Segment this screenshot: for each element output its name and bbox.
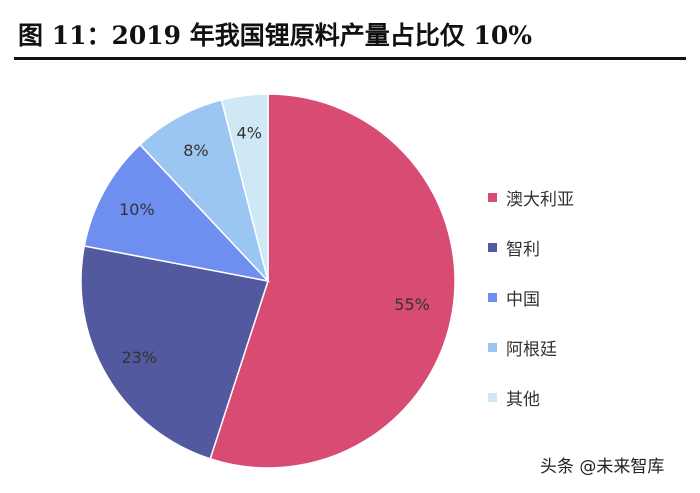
legend-item: 中国 [488, 272, 574, 322]
slice-label: 55% [394, 295, 430, 314]
legend-item: 澳大利亚 [488, 172, 574, 222]
legend-label: 智利 [506, 239, 540, 260]
pie-slice [209, 93, 456, 469]
slice-label: 10% [119, 200, 155, 219]
legend-swatch [488, 242, 497, 252]
chart-title: 图 11：2019 年我国锂原料产量占比仅 10% [18, 21, 533, 50]
slice-label: 23% [121, 348, 157, 367]
legend: 澳大利亚智利中国阿根廷其他 [488, 172, 574, 422]
legend-item: 其他 [488, 372, 574, 422]
legend-label: 阿根廷 [506, 339, 557, 360]
title-underline [14, 57, 686, 60]
slice-label: 8% [183, 141, 208, 160]
pie-slice [138, 98, 269, 282]
legend-label: 中国 [506, 289, 540, 310]
legend-item: 智利 [488, 222, 574, 272]
pie-slice [220, 93, 269, 282]
legend-swatch [488, 392, 497, 402]
legend-label: 澳大利亚 [506, 189, 574, 210]
slice-label: 4% [237, 124, 262, 143]
legend-swatch [488, 342, 497, 352]
pie-slice [83, 143, 271, 283]
legend-swatch [488, 192, 497, 202]
legend-item: 阿根廷 [488, 322, 574, 372]
legend-label: 其他 [506, 389, 540, 410]
pie-slice [80, 245, 269, 460]
watermark: 头条 @未来智库 [540, 457, 665, 477]
legend-swatch [488, 292, 497, 302]
